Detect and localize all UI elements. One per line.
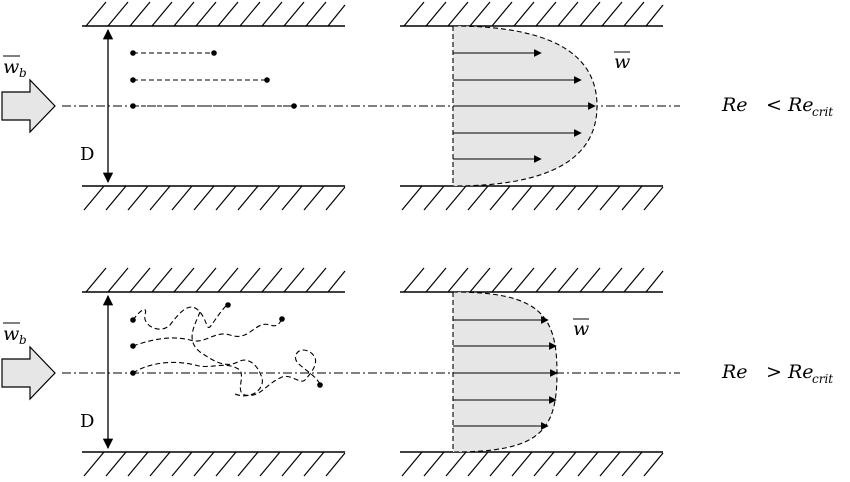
svg-text:<: < <box>766 94 782 116</box>
turbulent-streaklines <box>132 304 321 397</box>
turbulent-condition: Re > Re crit <box>721 361 833 386</box>
diameter-label-2: D <box>80 411 94 432</box>
mean-velocity-label-2: w <box>573 318 589 340</box>
pipe-wall-bottom-left-2 <box>82 451 346 477</box>
laminar-condition: Re < Re crit <box>721 94 833 119</box>
laminar-streaklines <box>130 50 297 109</box>
svg-text:Re: Re <box>787 361 814 383</box>
svg-text:w: w <box>3 323 19 345</box>
pipe-wall-top-right <box>400 1 664 27</box>
bulk-velocity-symbol: w <box>3 56 19 78</box>
pipe-wall-bottom-right-2 <box>400 451 664 477</box>
svg-text:crit: crit <box>812 372 833 386</box>
svg-text:w: w <box>573 318 589 340</box>
svg-text:Re: Re <box>721 94 748 116</box>
pipe-wall-bottom-right <box>400 185 664 211</box>
svg-text:crit: crit <box>812 105 833 119</box>
pipe-wall-top-left <box>82 1 346 27</box>
inlet-arrow-2 <box>1 345 56 401</box>
svg-text:w: w <box>614 51 630 73</box>
turbulent-velocity-arrows <box>453 316 558 430</box>
svg-text:Re: Re <box>721 361 748 383</box>
svg-text:Re: Re <box>787 94 814 116</box>
bulk-velocity-subscript: b <box>19 66 27 80</box>
svg-text:b: b <box>19 333 27 347</box>
laminar-panel: w b D <box>1 1 833 211</box>
diameter-label: D <box>80 144 94 165</box>
bulk-velocity-label-2: w b <box>3 322 27 347</box>
turbulent-panel: w b D <box>1 267 833 477</box>
pipe-wall-bottom-left <box>82 185 346 211</box>
mean-velocity-label: w <box>614 51 630 73</box>
pipe-wall-top-right-2 <box>400 267 664 293</box>
turbulent-velocity-profile <box>453 292 557 452</box>
svg-text:>: > <box>766 361 782 383</box>
pipe-wall-top-left-2 <box>82 267 346 293</box>
laminar-velocity-arrows <box>453 49 596 163</box>
turbulent-particles <box>130 302 323 388</box>
bulk-velocity-label: w b <box>3 55 27 80</box>
inlet-arrow <box>1 78 56 134</box>
